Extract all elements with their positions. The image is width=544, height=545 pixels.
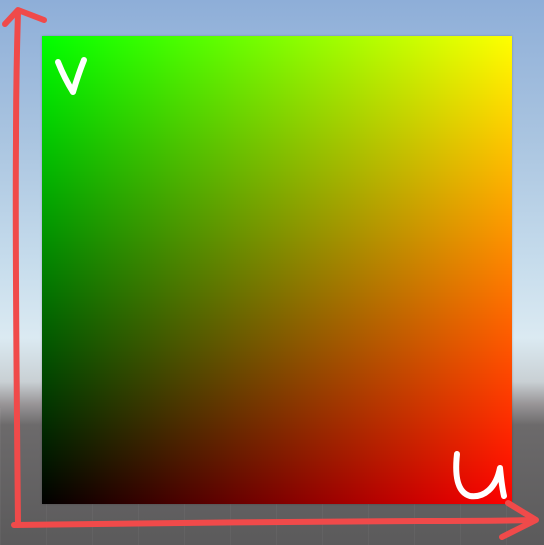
u-axis-line — [11, 517, 538, 528]
u-handwritten-glyph — [453, 451, 507, 500]
uv-gradient-square — [42, 36, 512, 504]
u-axis-arrowhead — [499, 500, 539, 540]
v-axis-arrowhead — [2, 7, 47, 27]
v-axis-line — [12, 9, 21, 528]
v-handwritten-glyph — [55, 57, 87, 95]
